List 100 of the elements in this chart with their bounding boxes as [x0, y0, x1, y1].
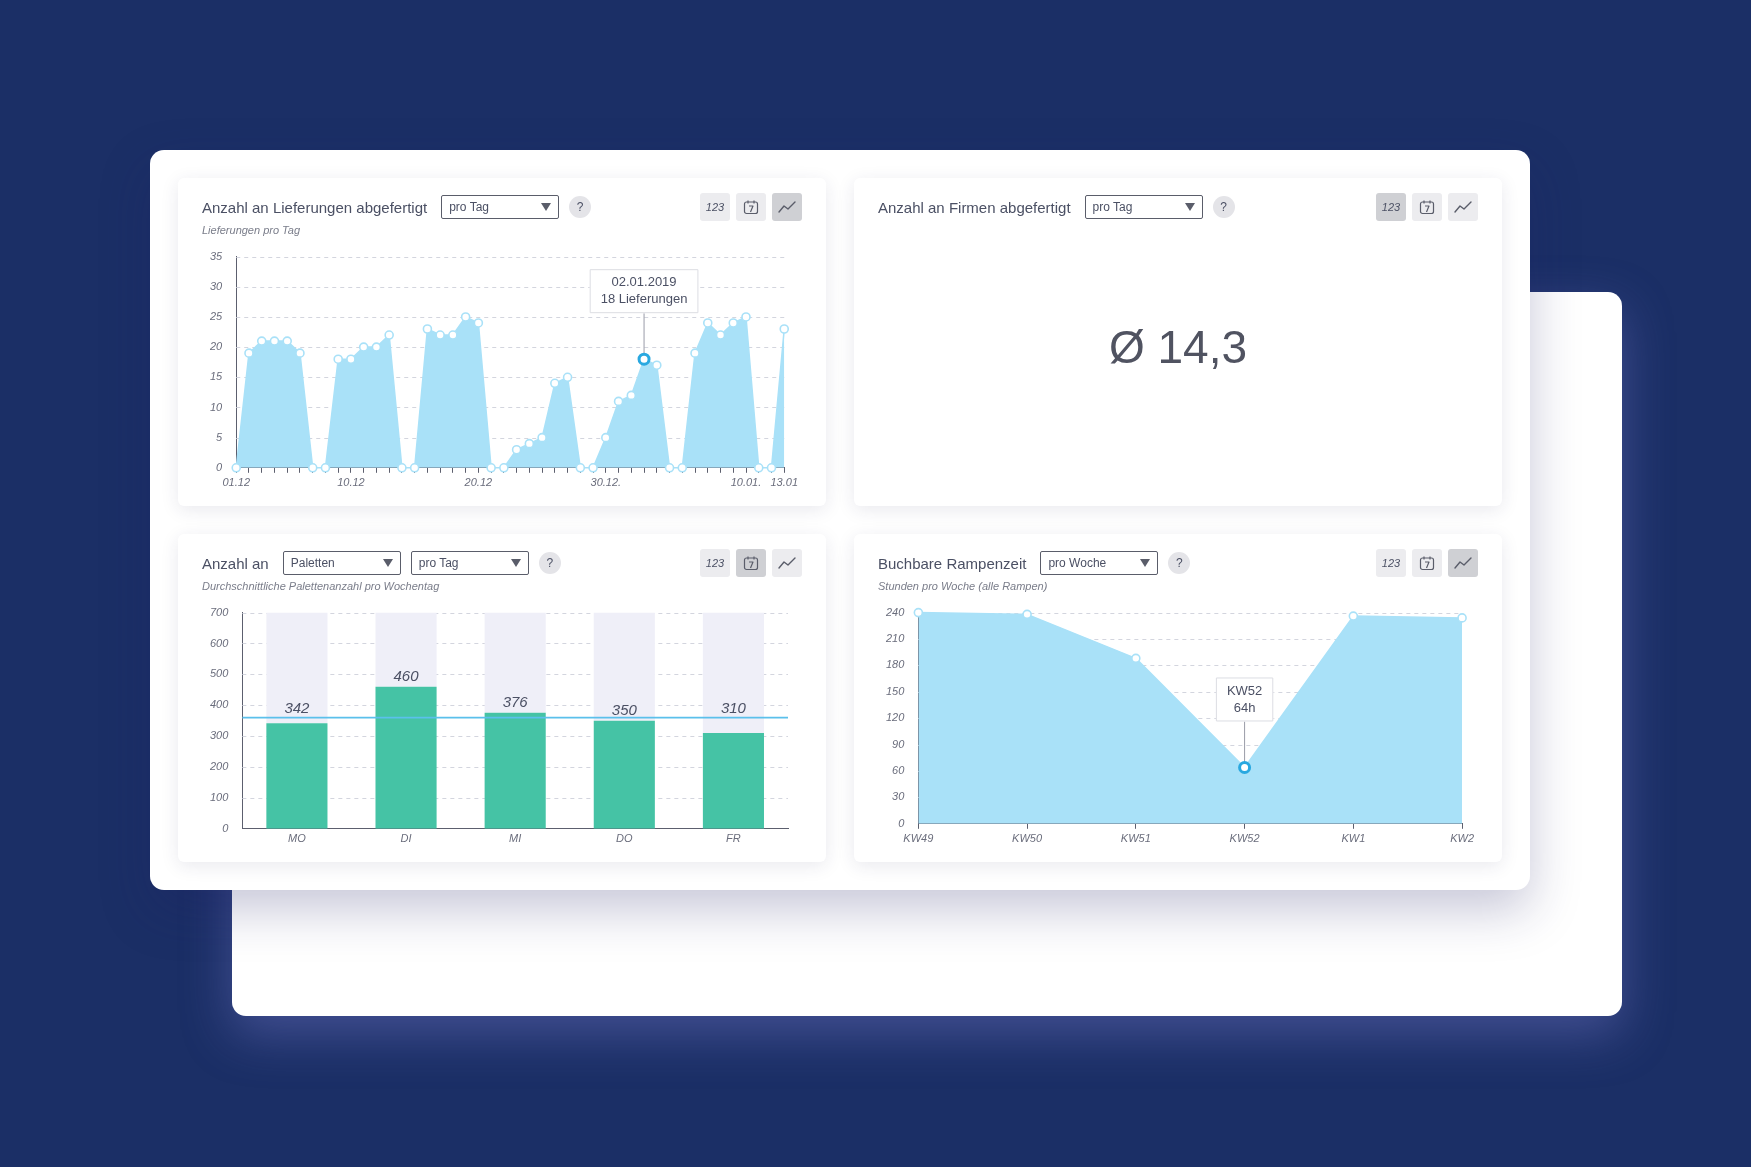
text: 123 [705, 557, 725, 569]
point [702, 318, 713, 328]
text: ? [1220, 200, 1227, 214]
x-tick-label: DI [400, 832, 412, 845]
text: ? [1176, 556, 1183, 570]
point [231, 463, 242, 473]
bar [266, 723, 328, 829]
point [913, 607, 924, 618]
y-tick-label: 700 [209, 605, 230, 618]
x-tick-label: KW50 [1012, 832, 1043, 845]
point [677, 463, 688, 473]
point [664, 463, 675, 473]
point [779, 324, 790, 334]
chart-title: Buchbare Rampenzeit [878, 554, 1027, 572]
y-tick-label: 20 [208, 340, 224, 353]
text: Anzahl an Firmen abgefertigt [878, 198, 1071, 216]
text: pro Tag [449, 200, 489, 214]
y-tick-label: 15 [209, 370, 224, 383]
point [409, 463, 420, 473]
y-tick-label: 210 [884, 632, 906, 645]
y-tick-label: 150 [885, 684, 906, 697]
point [588, 463, 598, 473]
y-tick-label: 10 [209, 400, 224, 413]
x-tick-label: 20.12 [463, 476, 493, 489]
point [499, 463, 509, 473]
y-tick-label: 0 [216, 460, 224, 473]
point [269, 336, 280, 346]
y-tick-label: 35 [209, 249, 224, 262]
bar [375, 612, 437, 687]
point [766, 463, 777, 473]
bar [702, 733, 764, 829]
point [256, 336, 267, 346]
point [244, 348, 254, 358]
point [320, 463, 331, 473]
point [333, 354, 343, 364]
x-tick-label: MO [288, 832, 307, 845]
y-tick-label: 120 [885, 711, 906, 724]
x-tick-label: DO [616, 832, 633, 845]
y-tick-label: 25 [208, 310, 224, 323]
y-tick-label: 100 [209, 790, 230, 803]
annotation: KW52 64h [1226, 682, 1263, 715]
point [562, 372, 573, 383]
point [741, 312, 751, 322]
y-tick-label: 500 [209, 667, 230, 680]
text: 123 [1381, 201, 1401, 213]
y-tick-label: 90 [892, 737, 906, 750]
y-tick-label: 5 [216, 430, 224, 443]
data-label: 460 [393, 666, 420, 684]
annotation: 02.01.2019 18 Lieferungen [600, 274, 688, 307]
x-tick-label: 01.12 [222, 476, 250, 489]
text: pro Tag [418, 556, 459, 570]
point [435, 330, 445, 340]
bar [375, 686, 437, 829]
bar [702, 612, 764, 734]
x-tick-label: KW52 [1229, 832, 1260, 845]
chart-subtitle: Lieferungen pro Tag [202, 224, 302, 238]
text: pro Woche [1048, 556, 1107, 570]
text: 123 [1381, 557, 1401, 569]
x-tick-label: KW1 [1341, 832, 1366, 845]
x-tick-label: MI [509, 832, 522, 845]
point [358, 342, 369, 352]
bar [484, 612, 546, 713]
chart-subtitle: Durchschnittliche Palettenanzahl pro Wochentag [202, 580, 441, 594]
point [575, 463, 586, 473]
text: ? [576, 200, 584, 214]
y-tick-label: 400 [209, 698, 230, 711]
y-tick-label: 0 [222, 821, 230, 834]
point [486, 463, 496, 473]
text: Ø 14,3 [1108, 320, 1248, 374]
y-tick-label: 30 [892, 790, 906, 803]
chart-title: Anzahl an Lieferungen abgefertigt [202, 198, 428, 216]
text: 123 [705, 201, 725, 213]
point [422, 324, 433, 334]
point [282, 336, 293, 346]
point [307, 463, 318, 473]
chart-title: Anzahl an [202, 554, 269, 572]
bar [593, 612, 655, 721]
point [550, 378, 560, 389]
text: pro Tag [1092, 200, 1133, 214]
point [295, 348, 305, 358]
y-tick-label: 30 [209, 279, 224, 292]
text: Paletten [290, 556, 335, 570]
x-tick-label: FR [726, 832, 741, 845]
x-tick-label: KW51 [1120, 832, 1151, 845]
data-label: 310 [720, 698, 747, 716]
point [397, 463, 407, 473]
point [1457, 613, 1467, 623]
data-label: 350 [611, 700, 638, 718]
y-tick-label: 600 [209, 636, 230, 649]
x-tick-label: KW49 [903, 832, 934, 845]
point [473, 318, 484, 328]
point [346, 354, 356, 364]
y-tick-label: 60 [892, 764, 906, 777]
point [384, 330, 394, 340]
bar [593, 720, 655, 829]
point [613, 396, 624, 407]
y-tick-label: 180 [885, 658, 906, 671]
point [460, 312, 471, 322]
point [1348, 611, 1359, 621]
bar [266, 612, 328, 724]
